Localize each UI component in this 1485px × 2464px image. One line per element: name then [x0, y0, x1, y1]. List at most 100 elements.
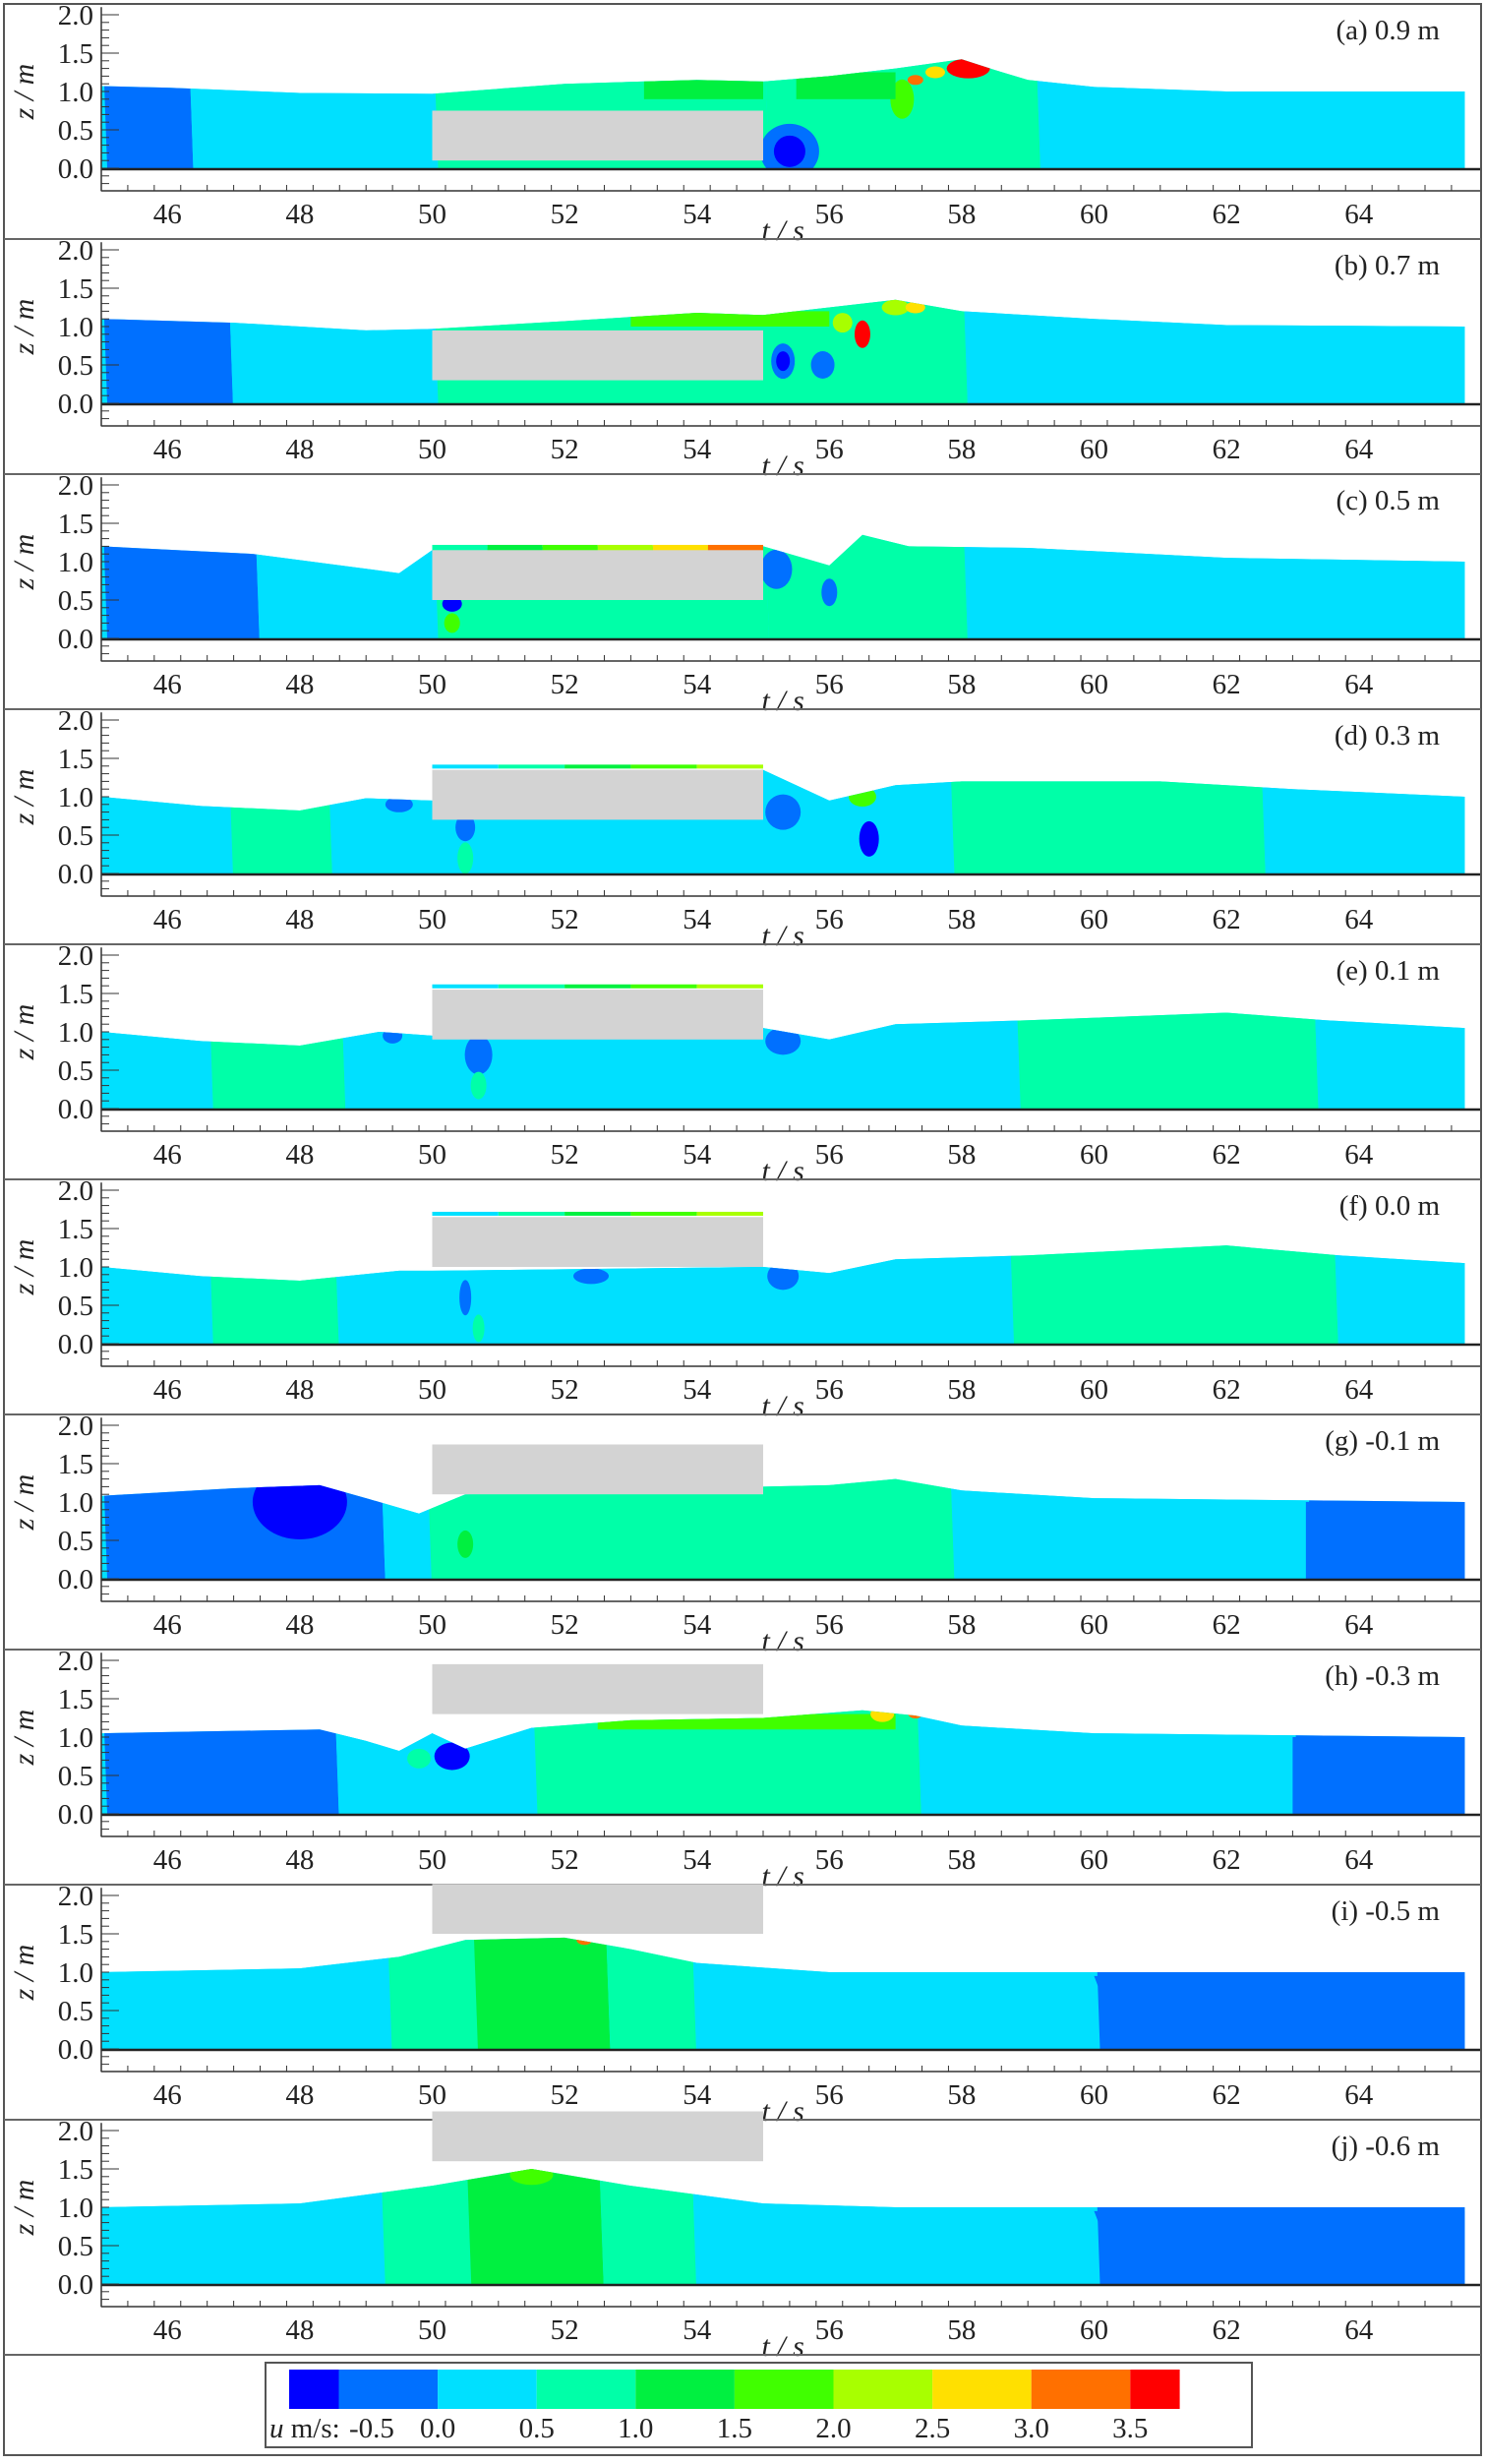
velocity-zone — [1008, 1245, 1338, 1344]
vortex-blob — [776, 351, 791, 372]
water-field — [101, 1245, 1465, 1344]
y-tick-label: 1.5 — [58, 979, 93, 1010]
x-tick-label: 52 — [551, 1609, 579, 1641]
y-tick-label: 0.5 — [58, 1291, 93, 1322]
y-tick-label: 1.0 — [58, 1017, 93, 1049]
panel-b: 0.0 0.5 1.0 1.5 2.0 z / m 46 48 50 52 54 56 58 60 62 64… — [4, 235, 1481, 482]
y-axis-label: z / m — [8, 299, 40, 356]
surface-jet — [630, 764, 697, 769]
vortex-blob — [470, 1071, 487, 1100]
x-tick-label: 64 — [1344, 669, 1374, 700]
x-tick-label: 60 — [1080, 1139, 1108, 1171]
vortex-blob — [252, 1478, 347, 1539]
x-tick-label: 58 — [947, 1844, 976, 1876]
velocity-zone — [379, 1478, 432, 1579]
y-tick-label: 2.0 — [58, 1881, 93, 1912]
x-tick-label: 56 — [815, 669, 844, 700]
colorbar-tick-label: 1.0 — [618, 2413, 653, 2444]
y-tick-label: 2.0 — [58, 705, 93, 737]
colorbar-swatch — [833, 2370, 933, 2409]
vortex-blob — [455, 813, 476, 842]
x-tick-label: 46 — [153, 904, 182, 935]
colorbar-tick-label: 1.5 — [717, 2413, 752, 2444]
y-tick-label: 1.0 — [58, 1252, 93, 1284]
x-tick-label: 62 — [1213, 904, 1241, 935]
x-axis-label: t / s — [762, 214, 804, 247]
structure-block — [432, 1663, 763, 1714]
colorbar-swatch — [536, 2370, 636, 2409]
colorbar-tick-label: 0.0 — [420, 2413, 455, 2444]
vortex-blob — [890, 79, 915, 119]
y-axis-label: z / m — [8, 1004, 40, 1061]
vortex-blob — [472, 1314, 485, 1343]
surface-jet — [498, 764, 565, 769]
surface-jet — [652, 544, 708, 553]
x-tick-label: 50 — [418, 2079, 446, 2111]
y-axis-label: z / m — [8, 1239, 40, 1296]
vortex-blob — [881, 299, 910, 316]
y-tick-label: 0.5 — [58, 585, 93, 617]
velocity-zone — [379, 2169, 472, 2284]
y-axis-label: z / m — [8, 64, 40, 121]
vortex-blob — [907, 75, 923, 86]
colorbar-swatch — [1130, 2370, 1180, 2409]
velocity-zone — [226, 769, 332, 873]
velocity-zone — [386, 1937, 478, 2049]
panel-f: 0.0 0.5 1.0 1.5 2.0 z / m 46 48 50 52 54 56 58 60 62 64… — [4, 1175, 1481, 1422]
x-tick-label: 64 — [1344, 199, 1374, 230]
y-tick-label: 0.0 — [58, 1094, 93, 1125]
y-tick-label: 1.0 — [58, 1487, 93, 1519]
y-tick-label: 1.5 — [58, 273, 93, 305]
vortex-blob — [848, 787, 876, 807]
x-tick-label: 56 — [815, 199, 844, 230]
x-tick-label: 56 — [815, 2079, 844, 2111]
panel-label: (i) -0.5 m — [1332, 1895, 1441, 1927]
panel-a: 0.0 0.5 1.0 1.5 2.0 z / m 46 48 50 52 54 56 58 60 62 64… — [8, 0, 1480, 247]
vortex-blob — [383, 1027, 403, 1044]
x-tick-label: 46 — [153, 1609, 182, 1641]
y-tick-label: 1.5 — [58, 1919, 93, 1951]
y-tick-label: 1.0 — [58, 77, 93, 108]
x-tick-label: 46 — [153, 669, 182, 700]
colorbar-tick-label: -0.5 — [349, 2413, 394, 2444]
x-tick-label: 48 — [285, 1139, 314, 1171]
x-tick-label: 62 — [1213, 199, 1241, 230]
x-tick-label: 50 — [418, 1844, 446, 1876]
velocity-zone — [1332, 1245, 1465, 1344]
x-tick-label: 48 — [285, 904, 314, 935]
y-tick-label: 2.0 — [58, 235, 93, 267]
x-tick-label: 50 — [418, 669, 446, 700]
x-tick-label: 62 — [1213, 434, 1241, 465]
y-tick-label: 2.0 — [58, 1646, 93, 1677]
velocity-zone — [226, 299, 439, 403]
x-tick-label: 64 — [1344, 1844, 1374, 1876]
structure-block — [432, 330, 763, 381]
y-tick-label: 1.0 — [58, 1957, 93, 1989]
x-tick-label: 46 — [153, 434, 182, 465]
panel-i: 0.0 0.5 1.0 1.5 2.0 z / m 46 48 50 52 54 56 58 60 62 64… — [4, 1881, 1481, 2128]
x-tick-label: 46 — [153, 2079, 182, 2111]
x-axis-label: t / s — [762, 1390, 804, 1422]
colorbar-swatch — [338, 2370, 439, 2409]
surface-jet — [432, 984, 499, 989]
x-tick-label: 48 — [285, 1609, 314, 1641]
vortex-blob — [907, 1710, 923, 1719]
x-tick-label: 48 — [285, 1374, 314, 1406]
vortex-blob — [765, 1027, 802, 1055]
vortex-blob — [509, 2169, 554, 2186]
vortex-blob — [573, 1268, 610, 1285]
y-axis-label: z / m — [8, 769, 40, 826]
water-field — [101, 59, 1465, 168]
y-tick-label: 0.5 — [58, 1526, 93, 1557]
x-tick-label: 50 — [418, 199, 446, 230]
x-tick-label: 64 — [1344, 1139, 1374, 1171]
x-tick-label: 60 — [1080, 199, 1108, 230]
colorbar-swatch — [289, 2370, 339, 2409]
y-tick-label: 0.0 — [58, 624, 93, 655]
water-field — [101, 2169, 1465, 2284]
colorbar-tick-label: 2.5 — [915, 2413, 950, 2444]
colorbar-tick-label: 0.5 — [519, 2413, 555, 2444]
structure-block — [432, 110, 763, 161]
velocity-zone — [253, 534, 439, 638]
